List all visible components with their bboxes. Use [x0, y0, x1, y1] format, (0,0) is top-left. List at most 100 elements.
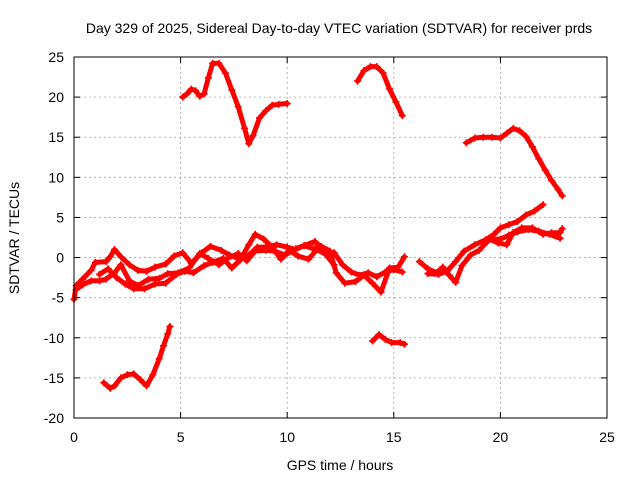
data-point [388, 339, 396, 347]
data-point [130, 285, 138, 293]
data-point [277, 255, 285, 263]
y-tick-label: 25 [48, 49, 64, 65]
data-point [452, 278, 460, 286]
data-point [330, 249, 338, 257]
data-point [268, 101, 276, 109]
data-point [215, 59, 223, 67]
data-point [462, 139, 470, 147]
data-point [339, 261, 347, 269]
data-point [479, 133, 487, 141]
data-point [123, 371, 131, 379]
y-tick-label: 15 [48, 129, 64, 145]
data-point [166, 323, 174, 331]
data-point [375, 331, 383, 339]
data-point [313, 246, 321, 254]
x-tick-label: 5 [177, 429, 185, 445]
data-point [204, 74, 212, 82]
series-s9 [462, 124, 566, 200]
data-point [386, 85, 394, 93]
y-tick-label: 5 [56, 209, 64, 225]
x-tick-label: 20 [493, 429, 509, 445]
y-tick-label: 20 [48, 89, 64, 105]
y-tick-label: 10 [48, 169, 64, 185]
data-point [145, 275, 153, 283]
x-tick-label: 0 [70, 429, 78, 445]
data-point [305, 255, 313, 263]
data-point [228, 86, 236, 94]
data-point [172, 270, 180, 278]
data-point [505, 221, 513, 229]
y-tick-label: -15 [44, 370, 64, 386]
data-point [368, 279, 376, 287]
data-point [558, 192, 566, 200]
data-point [87, 266, 95, 274]
data-point [273, 241, 281, 249]
data-point [121, 280, 129, 288]
data-point [558, 225, 566, 233]
data-point [445, 271, 453, 279]
data-point [516, 127, 524, 135]
data-point [111, 382, 119, 390]
data-point [241, 124, 249, 132]
data-point [379, 69, 387, 77]
data-point [435, 270, 443, 278]
data-point [381, 268, 389, 276]
data-point [206, 242, 214, 250]
data-point [496, 224, 504, 232]
data-point [356, 271, 364, 279]
data-point [200, 262, 208, 270]
data-point [125, 261, 133, 269]
data-point [505, 231, 513, 239]
series-s3 [96, 230, 338, 293]
data-point [531, 207, 539, 215]
data-point [351, 278, 359, 286]
data-point [251, 230, 259, 238]
y-tick-label: -20 [44, 410, 64, 426]
y-tick-label: 0 [56, 250, 64, 266]
data-point [262, 107, 270, 115]
series-s11 [100, 323, 174, 392]
data-point [373, 63, 381, 71]
data-point [234, 103, 242, 111]
series-s10 [368, 331, 408, 348]
data-point [160, 342, 168, 350]
data-point [181, 267, 189, 275]
data-point [545, 230, 553, 238]
data-point [170, 252, 178, 260]
data-point [134, 266, 142, 274]
data-point [155, 355, 163, 363]
data-point [364, 269, 372, 277]
data-point [130, 370, 138, 378]
data-point [496, 235, 504, 243]
data-point [243, 257, 251, 265]
data-point [392, 98, 400, 106]
data-point [486, 235, 494, 243]
data-point [179, 249, 187, 257]
data-point [548, 177, 556, 185]
data-point [283, 100, 291, 108]
data-point [117, 253, 125, 261]
data-point [142, 267, 150, 275]
data-point [192, 87, 200, 95]
data-point [322, 250, 330, 258]
data-point [251, 247, 259, 255]
data-point [332, 269, 340, 277]
data-point [219, 254, 227, 262]
plot-frame [73, 56, 608, 419]
data-point [341, 279, 349, 287]
data-point [151, 280, 159, 288]
data-point [390, 266, 398, 274]
data-point [209, 258, 217, 266]
data-point [354, 77, 362, 85]
data-point [164, 270, 172, 278]
data-point [513, 217, 521, 225]
data-point [311, 238, 319, 246]
data-point [509, 124, 517, 132]
data-point [255, 114, 263, 122]
data-point [400, 340, 408, 348]
series-s7 [179, 59, 291, 148]
data-point [268, 243, 276, 251]
data-point [513, 228, 521, 236]
data-point [294, 252, 302, 260]
data-point [245, 241, 253, 249]
